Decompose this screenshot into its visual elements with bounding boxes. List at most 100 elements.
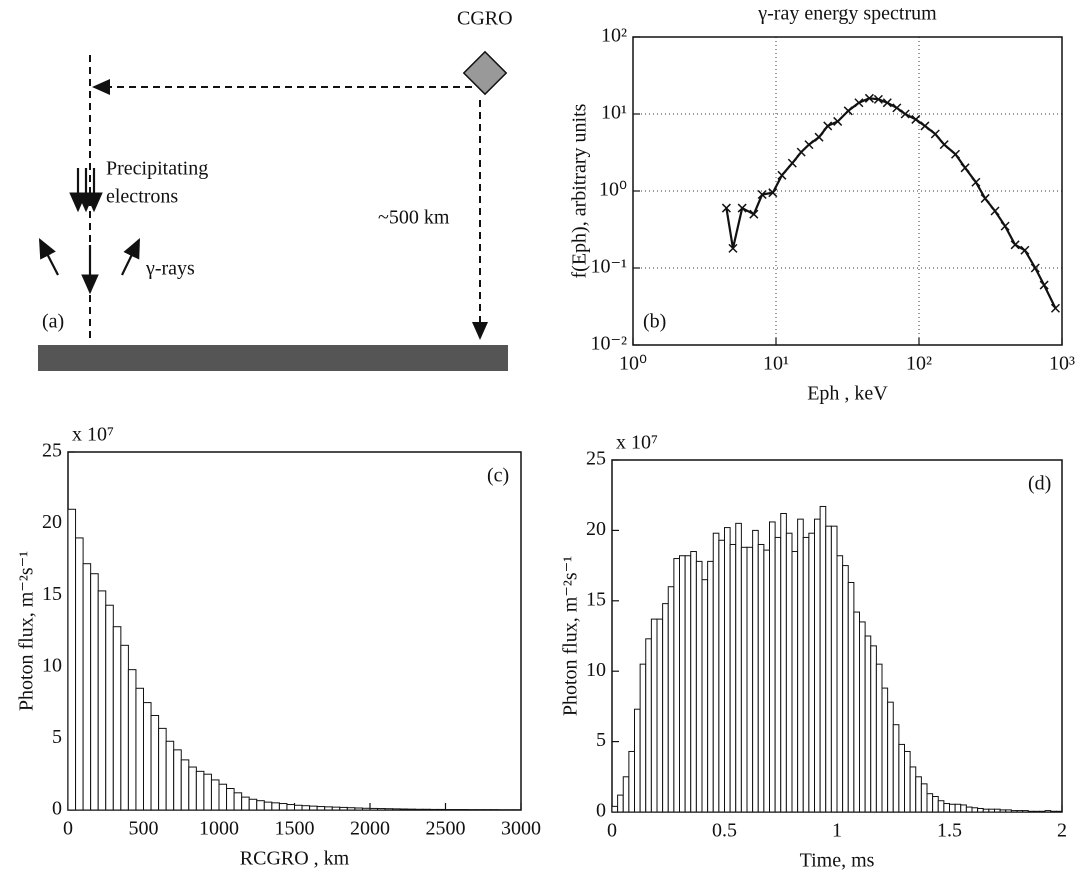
bar xyxy=(324,806,333,811)
x-tick-label: 0.5 xyxy=(712,820,737,842)
bar xyxy=(195,770,205,811)
y-tick-label: 10¹ xyxy=(601,102,627,124)
y-axis-label: Photon flux, m⁻²s⁻¹ xyxy=(560,556,582,716)
gamma-arrow xyxy=(121,238,140,276)
x-tick-label: 1000 xyxy=(199,818,239,840)
bar xyxy=(82,563,92,811)
bar xyxy=(785,532,793,813)
bar xyxy=(112,626,122,811)
bar xyxy=(645,638,652,813)
panel-label: (d) xyxy=(1028,473,1051,495)
y-tick-label: 5 xyxy=(52,726,62,748)
bar xyxy=(746,546,754,813)
marker xyxy=(900,109,910,119)
bar xyxy=(339,806,348,811)
bar xyxy=(769,521,776,813)
x-tick-label: 1.5 xyxy=(937,820,962,842)
bar xyxy=(887,701,894,813)
marker xyxy=(843,106,853,116)
bar xyxy=(369,807,379,811)
bar xyxy=(656,618,664,813)
label: electrons xyxy=(106,186,178,208)
bar xyxy=(920,783,928,813)
bar xyxy=(422,808,431,811)
bar xyxy=(960,804,967,813)
bar xyxy=(611,805,619,813)
bar xyxy=(780,513,787,813)
bar xyxy=(316,806,326,811)
bar xyxy=(271,802,280,811)
marker xyxy=(796,147,806,157)
x-axis-label: RCGRO , km xyxy=(240,848,350,870)
bar xyxy=(965,806,973,813)
bar xyxy=(982,808,990,813)
bar xyxy=(757,543,765,813)
marker xyxy=(939,140,949,150)
bar xyxy=(331,806,341,811)
bar xyxy=(853,611,860,813)
bar xyxy=(797,518,804,813)
y-tick-label: 10 xyxy=(42,654,62,676)
bar xyxy=(233,792,243,811)
x-tick-label: 500 xyxy=(129,818,159,840)
marker xyxy=(990,206,1000,216)
bar xyxy=(384,808,394,811)
bar xyxy=(135,687,144,811)
x-tick-label: 0 xyxy=(63,818,73,840)
bar xyxy=(954,803,962,813)
bar xyxy=(875,663,883,813)
bar xyxy=(662,603,669,813)
panel-label: (b) xyxy=(643,311,666,333)
chart: 10⁰ 10¹ 10² 10³ 10⁻² 10⁻¹ 10⁰ 10¹ 10² γ-ray energ… xyxy=(569,3,1075,405)
bar xyxy=(1050,810,1057,813)
marker xyxy=(1000,221,1010,231)
label: CGRO xyxy=(457,8,513,30)
bar xyxy=(377,808,386,811)
bar xyxy=(740,546,748,813)
marker xyxy=(980,193,990,203)
chart-title: γ-ray energy spectrum xyxy=(757,3,937,25)
marker xyxy=(1010,240,1020,250)
bar xyxy=(286,804,296,811)
bar xyxy=(309,805,318,811)
axis-multiplier: x 10⁷ xyxy=(72,424,114,446)
bar xyxy=(173,749,182,811)
bar xyxy=(226,788,235,811)
bar xyxy=(802,536,810,813)
panel-label: (c) xyxy=(487,465,509,487)
marker xyxy=(854,98,864,108)
marker xyxy=(864,93,874,103)
marker xyxy=(749,209,759,219)
y-tick-label: 10² xyxy=(601,25,627,47)
bar xyxy=(1039,810,1046,813)
bar xyxy=(97,590,107,811)
marker xyxy=(833,116,843,126)
bar xyxy=(75,537,84,811)
bar xyxy=(248,798,258,811)
marker xyxy=(757,189,767,200)
x-tick-label: 0 xyxy=(607,820,617,842)
marker xyxy=(882,98,892,108)
bar xyxy=(639,663,647,813)
bar xyxy=(203,773,212,811)
bar xyxy=(622,776,630,813)
bar xyxy=(120,644,129,811)
marker xyxy=(777,170,787,180)
y-tick-label: 0 xyxy=(596,800,606,822)
marker xyxy=(1020,245,1030,255)
marker xyxy=(1050,303,1060,313)
bar xyxy=(825,525,832,813)
bar xyxy=(937,800,945,813)
x-tick-label: 10³ xyxy=(1049,353,1075,375)
bar xyxy=(915,776,922,813)
bar xyxy=(735,522,742,813)
bar xyxy=(684,555,692,813)
bar xyxy=(67,508,77,811)
bar xyxy=(881,687,889,813)
bar xyxy=(842,565,849,813)
y-tick-label: 20 xyxy=(586,518,606,540)
bar xyxy=(1016,810,1024,813)
x-tick-label: 2000 xyxy=(350,818,390,840)
marker xyxy=(971,177,981,187)
